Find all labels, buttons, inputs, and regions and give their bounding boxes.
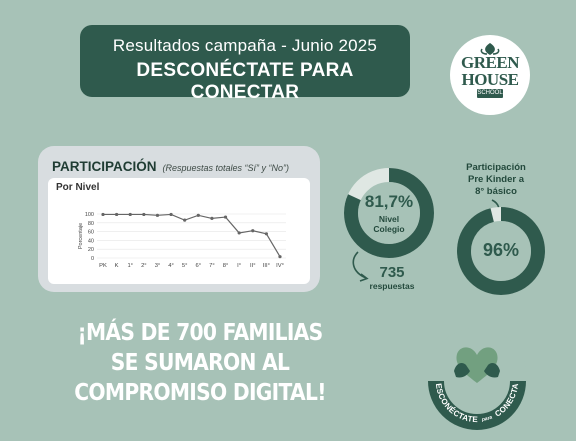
right-hand-icon bbox=[484, 363, 500, 378]
stamp-text-mid: para bbox=[480, 414, 493, 423]
slogan-line2: SE SUMARON AL bbox=[110, 350, 290, 376]
x-tick-label: 3° bbox=[155, 263, 161, 269]
x-tick-label: 2° bbox=[141, 263, 147, 269]
data-point bbox=[183, 218, 187, 222]
levels-caption-line1: Participación bbox=[466, 162, 526, 173]
data-point bbox=[223, 215, 228, 219]
x-tick-label: 8° bbox=[223, 263, 229, 269]
y-tick-label: 20 bbox=[88, 247, 94, 253]
banner-subtitle: Resultados campaña - Junio 2025 bbox=[112, 36, 378, 55]
series-line bbox=[103, 213, 281, 257]
x-tick-label: 5° bbox=[182, 263, 188, 269]
participation-subtitle: (Respuestas totales “Sí” y “No”) bbox=[162, 163, 290, 173]
logo-text-green: GREEN bbox=[461, 53, 519, 72]
x-tick-label: 7° bbox=[209, 263, 215, 269]
levels-caption-line2: Pre Kinder a bbox=[468, 174, 524, 185]
y-tick-label: 40 bbox=[88, 238, 94, 244]
school-logo: GREEN HOUSE SCHOOL bbox=[450, 35, 530, 115]
responses-info: 735 respuestas bbox=[362, 264, 422, 291]
levels-ring-value: 96% bbox=[482, 240, 520, 260]
curved-arrow-icon bbox=[352, 251, 369, 282]
data-point bbox=[101, 212, 105, 217]
data-point bbox=[169, 212, 173, 217]
x-tick-label: 1° bbox=[127, 263, 133, 269]
y-tick-label: 60 bbox=[88, 230, 94, 236]
x-tick-label: K bbox=[115, 263, 119, 269]
y-tick-label: 80 bbox=[88, 221, 94, 227]
x-tick-label: I° bbox=[237, 263, 241, 269]
school-ring-label-line1: Nivel bbox=[378, 214, 400, 224]
slogan-line3: COMPROMISO DIGITAL! bbox=[74, 380, 326, 406]
data-point bbox=[155, 213, 160, 217]
responses-label: respuestas bbox=[369, 281, 415, 291]
x-tick-label: PK bbox=[99, 263, 107, 269]
left-hand-icon bbox=[454, 363, 470, 378]
data-point bbox=[142, 212, 146, 217]
x-tick-label: II° bbox=[250, 263, 256, 269]
school-ring-label-line2: Colegio bbox=[373, 224, 405, 234]
data-point bbox=[196, 213, 200, 217]
school-ring-value: 81,7% bbox=[364, 192, 414, 211]
data-point bbox=[264, 232, 268, 236]
data-point bbox=[237, 231, 241, 235]
data-point bbox=[251, 229, 255, 233]
participation-panel: PARTICIPACIÓN (Respuestas totales “Sí” y … bbox=[38, 146, 320, 292]
data-point bbox=[115, 212, 119, 217]
campaign-stamp: DESCONÉCTATE para CONECTAR bbox=[424, 325, 527, 430]
y-tick-label: 100 bbox=[85, 212, 94, 218]
data-point bbox=[278, 255, 282, 259]
logo-leaf-icon bbox=[480, 43, 500, 55]
responses-count: 735 bbox=[379, 264, 405, 281]
data-point bbox=[128, 212, 132, 217]
stamp-ribbon bbox=[428, 380, 526, 430]
logo-text-house: HOUSE bbox=[461, 70, 519, 89]
slogan-line1: ¡MÁS DE 700 FAMILIAS bbox=[77, 320, 323, 346]
participation-title: PARTICIPACIÓN bbox=[52, 159, 157, 174]
school-ring-chart bbox=[344, 168, 434, 258]
levels-caption-line3: 8° básico bbox=[475, 186, 517, 197]
levels-ring-arc bbox=[457, 207, 545, 295]
data-point bbox=[210, 216, 214, 220]
logo-text-school: SCHOOL bbox=[477, 89, 503, 98]
x-tick-label: 4° bbox=[168, 263, 174, 269]
school-ring-arc bbox=[344, 168, 434, 258]
participation-header: PARTICIPACIÓN (Respuestas totales “Sí” y … bbox=[52, 156, 289, 175]
chart-card: Por Nivel 0 20 40 60 80 100 Porcentaje PK K 1° 2° 3… bbox=[48, 178, 310, 284]
levels-caption: Participación Pre Kinder a 8° básico bbox=[450, 162, 542, 198]
x-tick-label: IV° bbox=[276, 263, 284, 269]
levels-ring-chart bbox=[457, 207, 545, 295]
y-tick-label: 0 bbox=[91, 256, 94, 262]
campaign-banner: Resultados campaña - Junio 2025 DESCONÉC… bbox=[80, 25, 410, 103]
school-ring-label: 81,7% Nivel Colegio bbox=[352, 192, 426, 234]
slogan: ¡MÁS DE 700 FAMILIAS SE SUMARON AL COMPR… bbox=[68, 318, 332, 408]
x-tick-label: 6° bbox=[196, 263, 202, 269]
banner-title: DESCONÉCTATE PARA CONECTAR bbox=[136, 60, 354, 103]
x-tick-label: III° bbox=[263, 263, 270, 269]
chart-title: Por Nivel bbox=[56, 182, 100, 193]
y-axis-label: Porcentaje bbox=[78, 223, 84, 249]
